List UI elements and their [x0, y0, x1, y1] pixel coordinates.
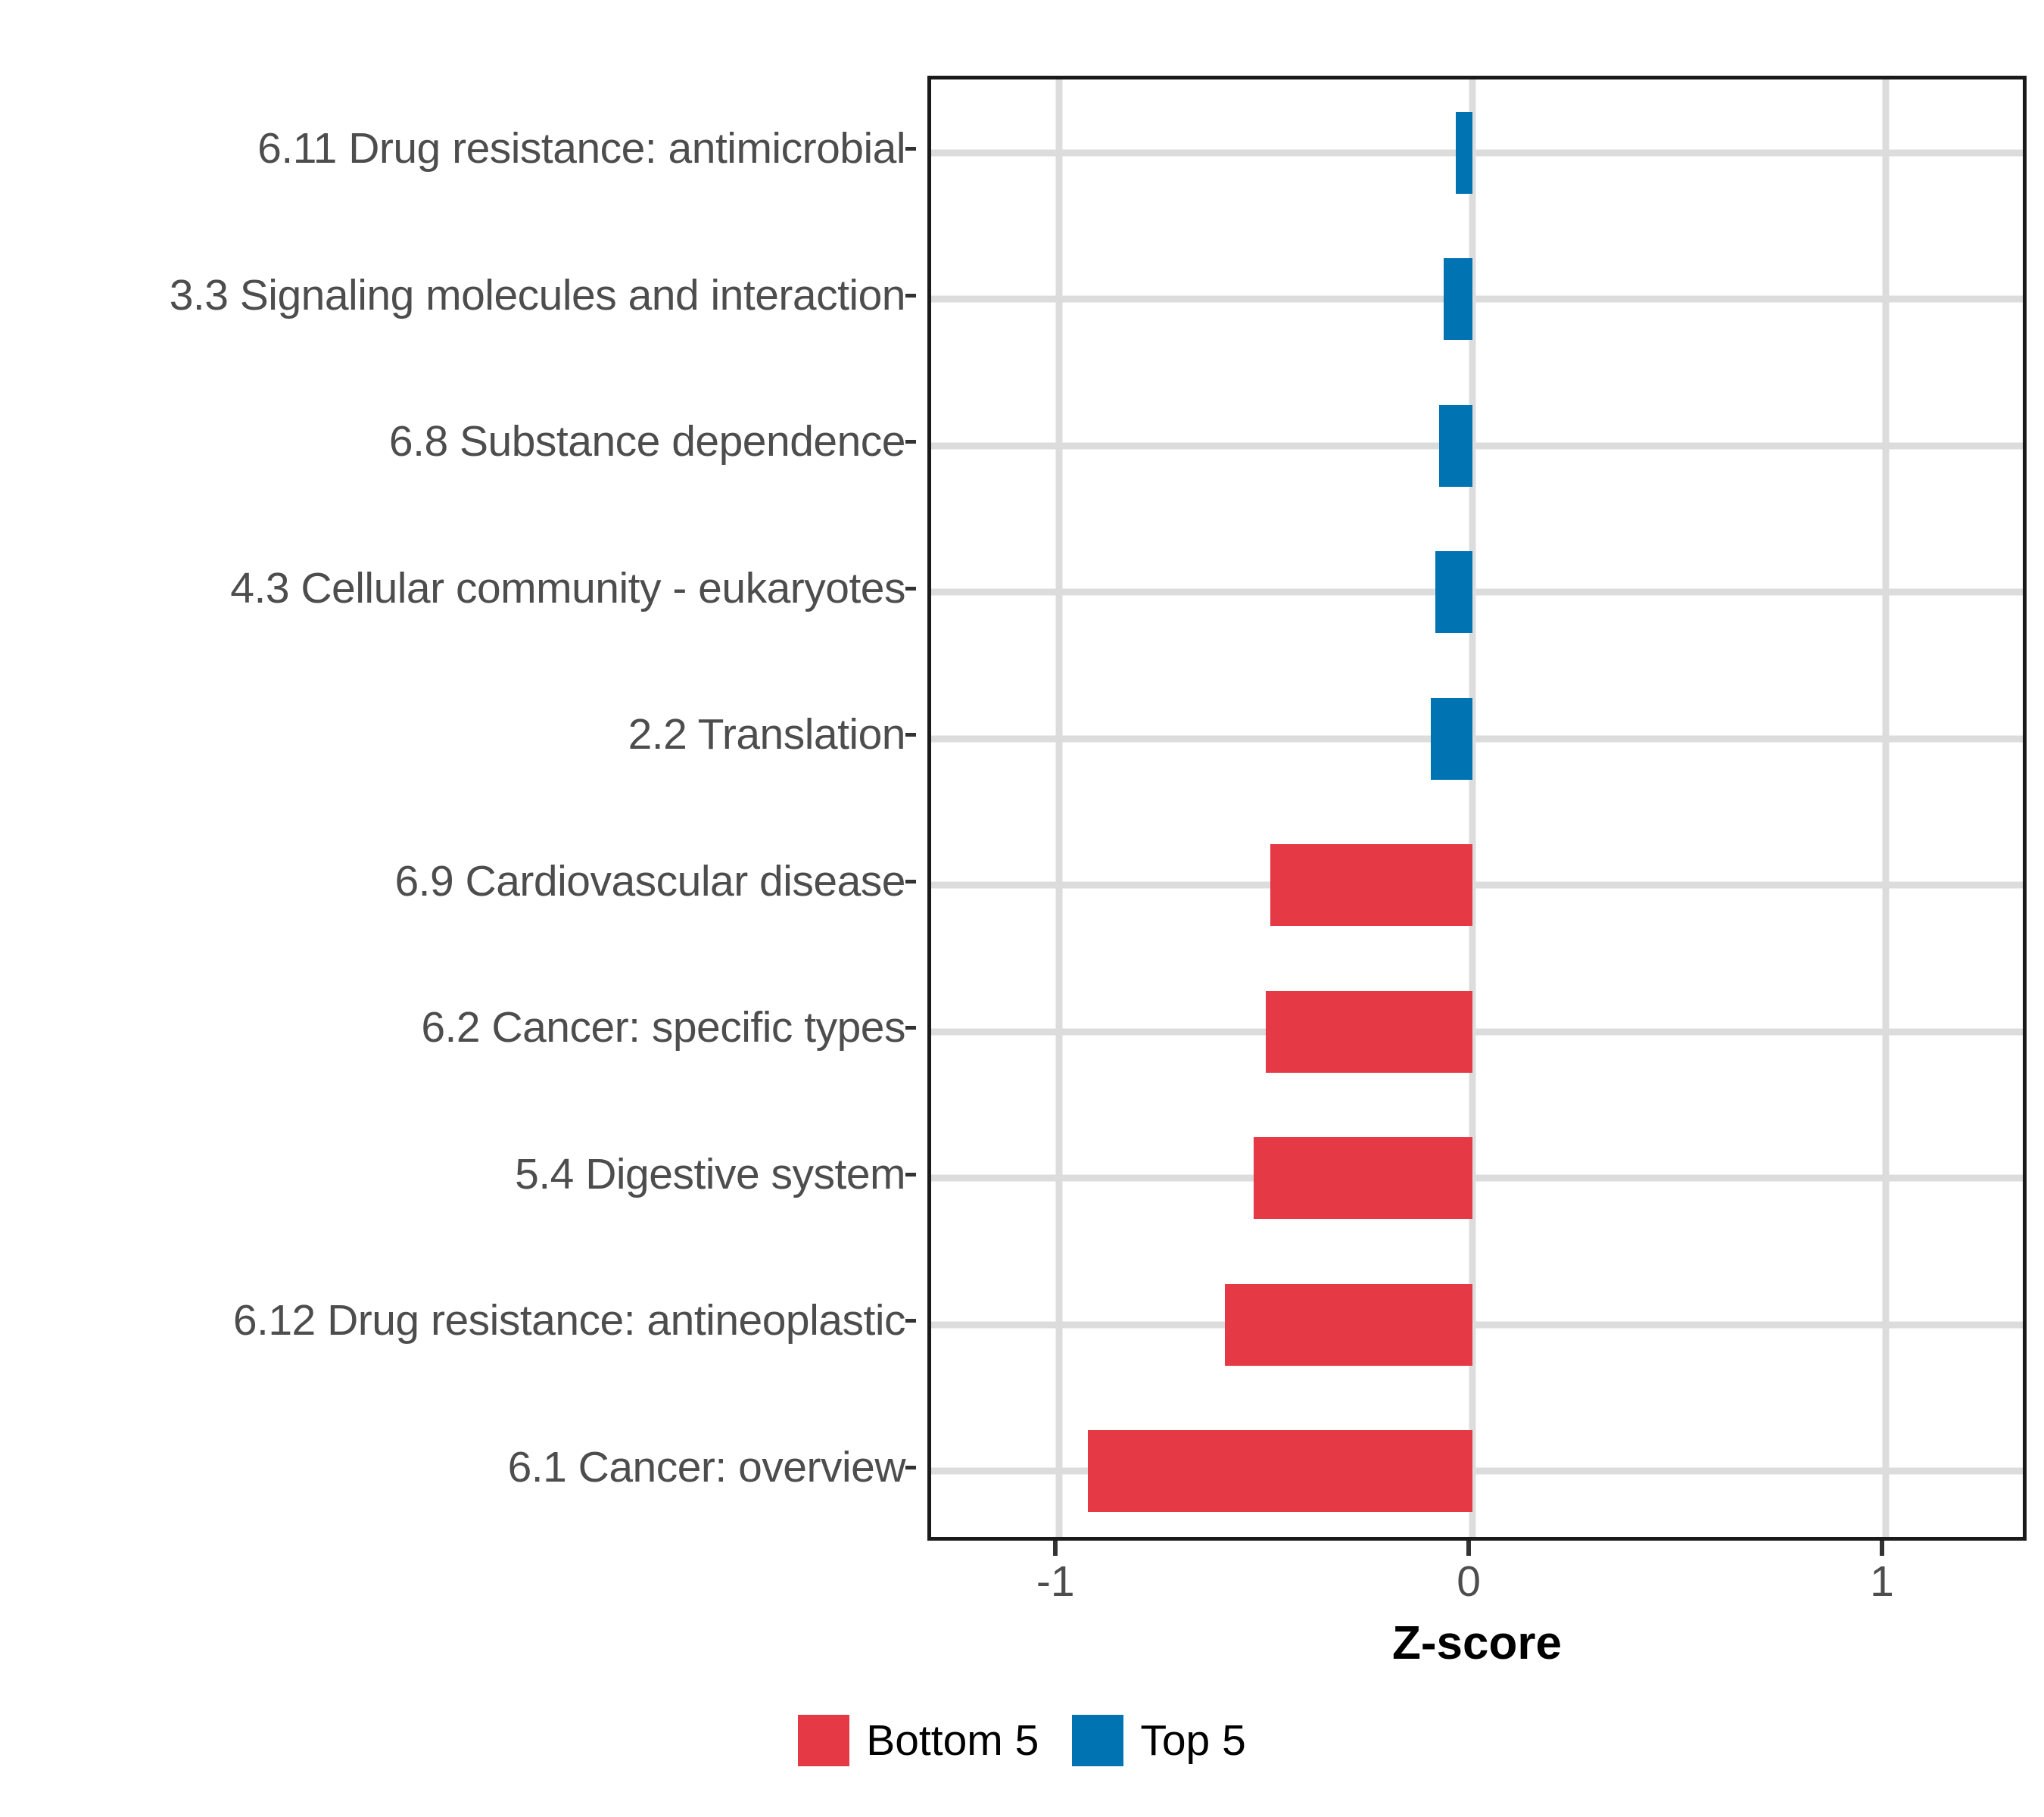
y-axis-category-labels: 6.11 Drug resistance: antimicrobial 3.3 S…	[0, 76, 916, 1541]
legend-label: Bottom 5	[866, 1716, 1039, 1765]
y-axis-tick: 2.2 Translation	[0, 705, 916, 765]
legend-label: Top 5	[1140, 1716, 1246, 1765]
y-axis-tick-label: 4.3 Cellular community - eukaryotes	[230, 563, 905, 612]
horizontal-gridline	[931, 295, 2023, 303]
horizontal-gridline	[931, 588, 2023, 596]
bar[interactable]	[1431, 697, 1473, 780]
plot-panel	[927, 76, 2027, 1541]
legend-entry[interactable]: Top 5	[1072, 1715, 1246, 1766]
horizontal-gridline	[931, 442, 2023, 450]
x-axis-tick-mark	[1053, 1541, 1058, 1556]
x-axis-tick-label: 1	[1870, 1557, 1894, 1606]
y-axis-tick-mark	[905, 1319, 916, 1323]
horizontal-gridline	[931, 881, 2023, 889]
y-axis-tick-label: 6.2 Cancer: specific types	[421, 1003, 905, 1052]
legend-entry[interactable]: Bottom 5	[798, 1715, 1039, 1766]
y-axis-tick-mark	[905, 293, 916, 298]
x-axis-tick-mark	[1466, 1541, 1472, 1556]
y-axis-tick: 4.3 Cellular community - eukaryotes	[0, 558, 916, 619]
y-axis-tick-label: 6.12 Drug resistance: antineoplastic	[232, 1296, 906, 1345]
bar[interactable]	[1270, 844, 1473, 927]
bar[interactable]	[1266, 990, 1473, 1073]
y-axis-tick-mark	[905, 1465, 916, 1469]
x-axis-tick-label: -1	[1036, 1557, 1075, 1606]
vertical-gridline	[1882, 79, 1890, 1537]
bar[interactable]	[1439, 404, 1473, 487]
x-axis-tick-label: 0	[1457, 1557, 1481, 1606]
y-axis-tick: 6.2 Cancer: specific types	[0, 998, 916, 1058]
bar[interactable]	[1088, 1430, 1473, 1513]
y-axis-tick: 6.1 Cancer: overview	[0, 1437, 916, 1498]
vertical-gridline	[1469, 79, 1476, 1537]
y-axis-tick: 6.8 Substance dependence	[0, 412, 916, 472]
y-axis-tick-label: 3.3 Signaling molecules and interaction	[169, 270, 906, 319]
y-axis-tick-mark	[905, 440, 916, 444]
x-axis: -1 0 1	[927, 1541, 2027, 1639]
legend: Bottom 5 Top 5	[0, 1715, 2044, 1766]
bar[interactable]	[1456, 111, 1473, 194]
y-axis-tick-mark	[905, 147, 916, 151]
x-axis-tick-mark	[1879, 1541, 1884, 1556]
y-axis-tick-mark	[905, 879, 916, 884]
y-axis-tick-mark	[905, 1172, 916, 1177]
legend-color-swatch	[798, 1715, 850, 1766]
y-axis-tick-label: 5.4 Digestive system	[515, 1149, 905, 1198]
y-axis-tick-mark	[905, 586, 916, 591]
y-axis-tick: 6.9 Cardiovascular disease	[0, 851, 916, 912]
horizontal-gridline	[931, 1467, 2023, 1475]
horizontal-gridline	[931, 1174, 2023, 1182]
horizontal-gridline	[931, 1028, 2023, 1036]
horizontal-gridline	[931, 1321, 2023, 1329]
y-axis-tick: 3.3 Signaling molecules and interaction	[0, 265, 916, 326]
y-axis-tick-label: 6.11 Drug resistance: antimicrobial	[257, 124, 905, 173]
y-axis-tick-label: 6.8 Substance dependence	[388, 417, 906, 466]
y-axis-tick: 5.4 Digestive system	[0, 1144, 916, 1205]
y-axis-tick-label: 2.2 Translation	[628, 710, 906, 759]
vertical-gridline	[1055, 79, 1063, 1537]
horizontal-gridline	[931, 149, 2023, 157]
horizontal-gridline	[931, 735, 2023, 743]
bar[interactable]	[1224, 1283, 1473, 1366]
x-axis-title: Z-score	[1392, 1617, 1562, 1669]
y-axis-tick-mark	[905, 733, 916, 737]
legend-color-swatch	[1072, 1715, 1124, 1766]
bar[interactable]	[1443, 258, 1473, 341]
y-axis-tick: 6.12 Drug resistance: antineoplastic	[0, 1291, 916, 1351]
bar[interactable]	[1253, 1137, 1473, 1220]
y-axis-tick-label: 6.1 Cancer: overview	[507, 1442, 906, 1491]
bar[interactable]	[1435, 551, 1473, 634]
y-axis-tick-label: 6.9 Cardiovascular disease	[394, 856, 905, 905]
y-axis-tick-mark	[905, 1026, 916, 1030]
y-axis-tick: 6.11 Drug resistance: antimicrobial	[0, 119, 916, 179]
